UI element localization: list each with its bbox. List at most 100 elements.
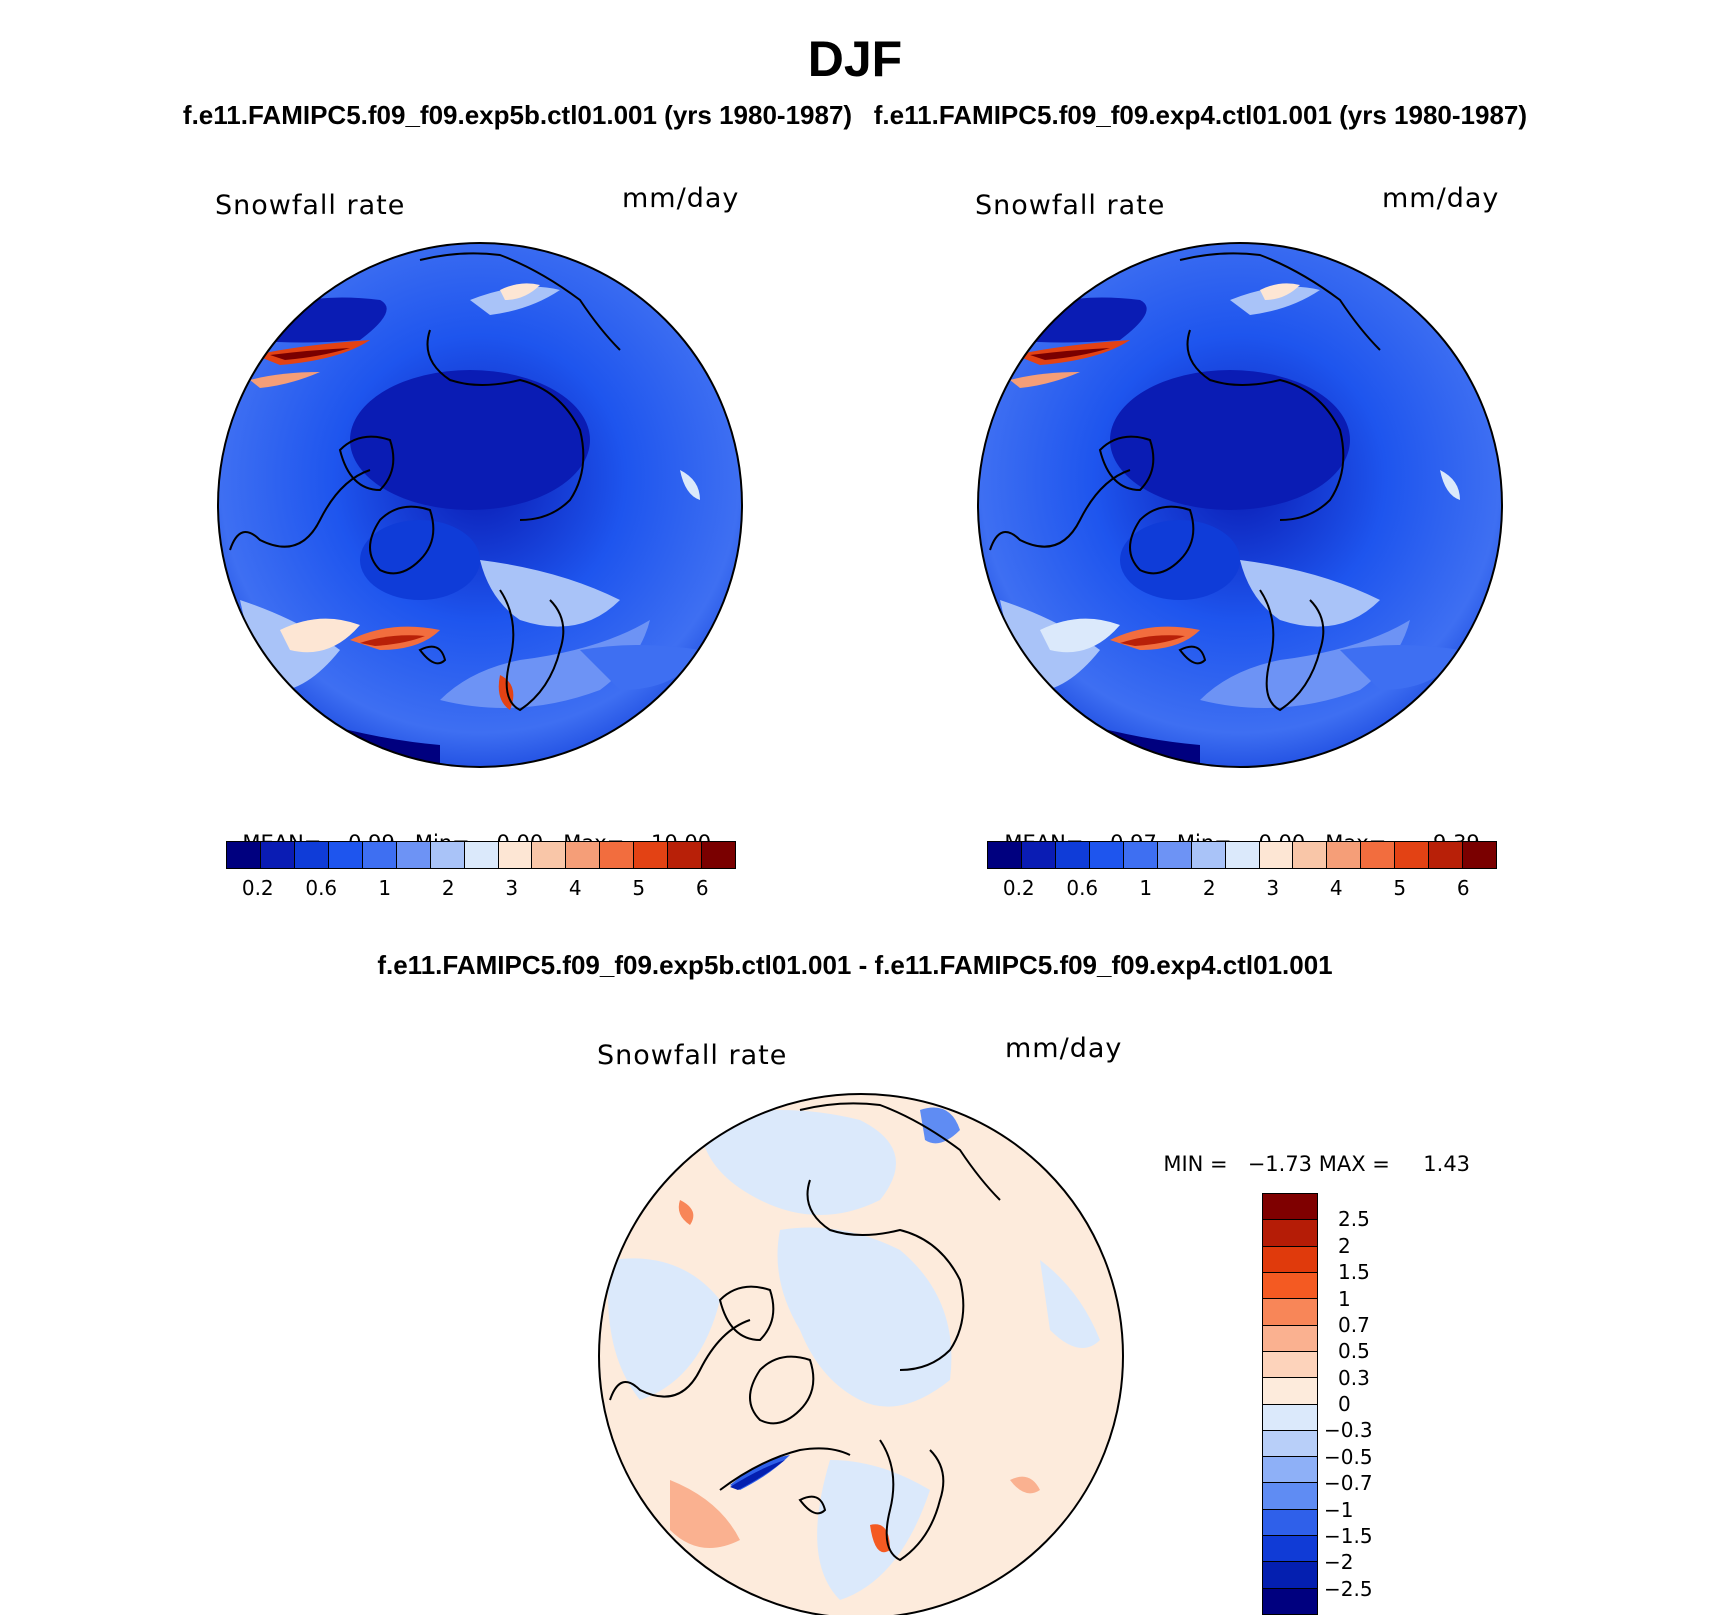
- colorbar-swatch: [1157, 842, 1192, 868]
- colorbar-swatch: [1263, 1246, 1317, 1273]
- colorbar-swatch: [1263, 1457, 1317, 1484]
- colorbar-swatch: [1263, 1588, 1317, 1614]
- colorbar-swatch: [532, 842, 567, 868]
- colorbar-swatch: [1263, 1378, 1317, 1405]
- colorbar-swatch: [1055, 842, 1090, 868]
- figure-title: DJF: [807, 31, 903, 87]
- colorbar-tick-label: 0.3: [1338, 1365, 1370, 1390]
- colorbar-swatch: [1263, 1430, 1317, 1458]
- panel2-colorbar-ticks: 0.2 0.6 1 2 3 4 5 6: [987, 876, 1495, 900]
- colorbar-swatch: [702, 842, 736, 868]
- colorbar-tick-label: −2: [1324, 1550, 1354, 1575]
- colorbar-swatch: [1263, 1404, 1317, 1431]
- colorbar-tick-label: 0.2: [241, 876, 274, 900]
- colorbar-swatch: [464, 842, 499, 868]
- colorbar-swatch: [1263, 1351, 1317, 1379]
- colorbar-swatch: [1361, 842, 1396, 868]
- colorbar-swatch: [1429, 842, 1464, 868]
- panel2-colorbar: [987, 841, 1497, 869]
- panel3-stats: MIN = −1.73 MAX = 1.43: [1150, 1128, 1470, 1176]
- colorbar-tick-label: 1: [378, 876, 392, 900]
- colorbar-swatch: [634, 842, 669, 868]
- colorbar-swatch: [1021, 842, 1056, 868]
- colorbar-tick-label: 6: [1456, 876, 1470, 900]
- colorbar-swatch: [1293, 842, 1328, 868]
- colorbar-swatch: [1395, 842, 1430, 868]
- colorbar-swatch: [1263, 1536, 1317, 1563]
- colorbar-swatch: [328, 842, 363, 868]
- colorbar-tick-label: 0: [1338, 1392, 1351, 1416]
- panel1-units-label: mm/day: [622, 183, 740, 214]
- colorbar-swatch: [1263, 1272, 1317, 1300]
- colorbar-swatch: [260, 842, 295, 868]
- colorbar-tick-label: 5: [1393, 876, 1407, 900]
- difference-title: f.e11.FAMIPC5.f09_f09.exp5b.ctl01.001 - …: [377, 950, 1333, 980]
- colorbar-swatch: [1123, 842, 1158, 868]
- colorbar-tick-label: 2: [441, 876, 455, 900]
- colorbar-swatch: [1263, 1299, 1317, 1326]
- colorbar-swatch: [1327, 842, 1362, 868]
- panel3-colorbar-ticks: 2.5 2 1.5 1 0.7 0.5 0.3 0 −0.3 −0.5 −0.7 −1 −1.5 −2 −2…: [1324, 1193, 1446, 1615]
- colorbar-tick-label: 0.5: [1338, 1339, 1370, 1364]
- panel3-min-value: −1.73: [1247, 1152, 1313, 1176]
- colorbar-swatch: [1463, 842, 1497, 868]
- colorbar-swatch: [1263, 1509, 1317, 1537]
- panel3-units-label: mm/day: [1005, 1033, 1123, 1064]
- colorbar-swatch: [430, 842, 465, 868]
- colorbar-swatch: [1263, 1483, 1317, 1510]
- colorbar-tick-label: 0.6: [305, 876, 338, 900]
- colorbar-swatch: [600, 842, 635, 868]
- colorbar-tick-label: 3: [1266, 876, 1280, 900]
- colorbar-tick-label: −1.5: [1324, 1523, 1373, 1548]
- panel3-variable-label: Snowfall rate: [597, 1040, 788, 1071]
- colorbar-tick-label: −2.5: [1324, 1576, 1373, 1601]
- colorbar-tick-label: −0.3: [1324, 1418, 1373, 1443]
- colorbar-swatch: [566, 842, 601, 868]
- colorbar-swatch: [1259, 842, 1294, 868]
- colorbar-tick-label: 2: [1338, 1233, 1351, 1258]
- colorbar-swatch: [1263, 1325, 1317, 1352]
- colorbar-tick-label: 1.5: [1338, 1260, 1370, 1285]
- colorbar-swatch: [294, 842, 329, 868]
- colorbar-swatch: [1263, 1562, 1317, 1589]
- colorbar-swatch: [396, 842, 431, 868]
- panel3-min-label: MIN =: [1163, 1152, 1228, 1176]
- colorbar-tick-label: 1: [1139, 876, 1153, 900]
- panel2-variable-label: Snowfall rate: [975, 190, 1166, 221]
- colorbar-swatch: [1263, 1220, 1317, 1247]
- colorbar-swatch: [668, 842, 703, 868]
- panel1-variable-label: Snowfall rate: [215, 190, 406, 221]
- colorbar-tick-label: 0.7: [1338, 1312, 1370, 1337]
- colorbar-swatch: [362, 842, 397, 868]
- panel1-colorbar: [226, 841, 736, 869]
- panel3-colorbar: [1262, 1193, 1318, 1615]
- colorbar-tick-label: 5: [632, 876, 646, 900]
- colorbar-swatch: [988, 842, 1022, 868]
- colorbar-swatch: [1225, 842, 1260, 868]
- colorbar-tick-label: −0.5: [1324, 1444, 1373, 1469]
- colorbar-swatch: [498, 842, 533, 868]
- colorbar-tick-label: 3: [505, 876, 519, 900]
- panel2-units-label: mm/day: [1382, 183, 1500, 214]
- panel3-max-label: MAX =: [1318, 1152, 1390, 1176]
- colorbar-tick-label: 2.5: [1338, 1207, 1370, 1232]
- colorbar-tick-label: 0.6: [1066, 876, 1099, 900]
- colorbar-tick-label: 4: [568, 876, 582, 900]
- panel1-colorbar-ticks: 0.2 0.6 1 2 3 4 5 6: [226, 876, 734, 900]
- colorbar-swatch: [1191, 842, 1226, 868]
- colorbar-tick-label: −1: [1324, 1497, 1354, 1522]
- colorbar-swatch: [227, 842, 261, 868]
- colorbar-tick-label: 2: [1202, 876, 1216, 900]
- colorbar-swatch: [1089, 842, 1124, 868]
- colorbar-tick-label: 1: [1338, 1286, 1351, 1311]
- colorbar-tick-label: 6: [695, 876, 709, 900]
- panel3-max-value: 1.43: [1423, 1152, 1471, 1176]
- colorbar-tick-label: 0.2: [1002, 876, 1035, 900]
- colorbar-swatch: [1263, 1194, 1317, 1221]
- colorbar-tick-label: 4: [1329, 876, 1343, 900]
- colorbar-tick-label: −0.7: [1324, 1471, 1373, 1496]
- runs-subtitle: f.e11.FAMIPC5.f09_f09.exp5b.ctl01.001 (y…: [182, 100, 1528, 130]
